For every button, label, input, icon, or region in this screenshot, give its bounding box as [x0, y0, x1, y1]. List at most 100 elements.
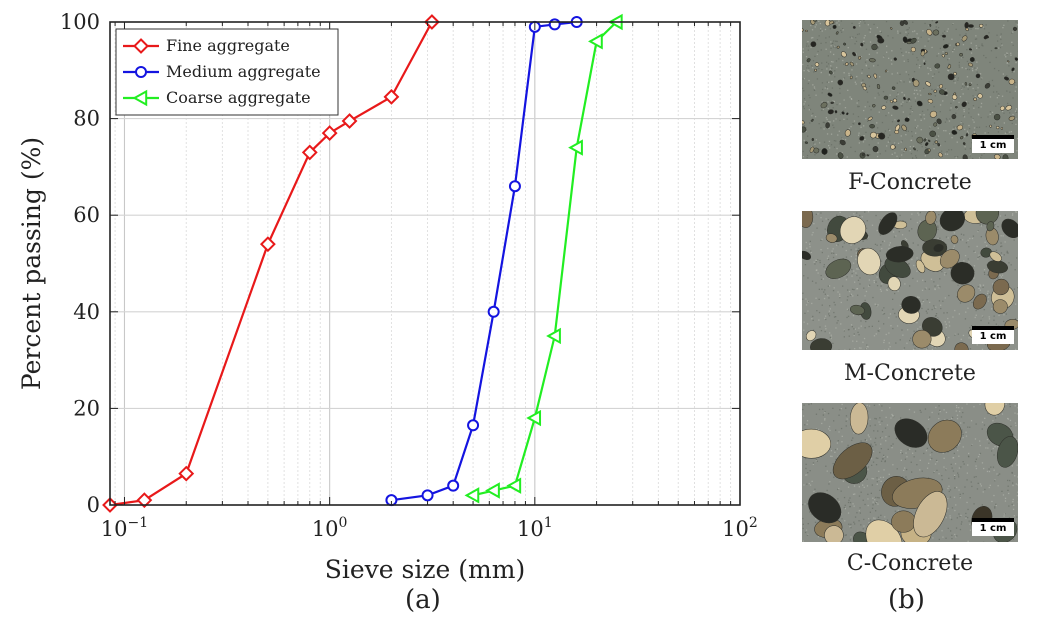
- aggregate-particle: [961, 35, 968, 42]
- aggregate-particle: [862, 86, 867, 91]
- aggregate-particle: [960, 136, 964, 140]
- aggregate-particle: [839, 139, 846, 146]
- aggregate-particle: [956, 42, 960, 47]
- aggregate-particle: [844, 62, 849, 66]
- aggregate-particle: [889, 27, 893, 30]
- aggregate-particle: [999, 105, 1005, 111]
- aggregate-particle: [813, 20, 817, 22]
- aggregate-particle: [1001, 218, 1018, 239]
- data-point: [467, 419, 480, 432]
- aggregate-particle: [932, 29, 940, 36]
- aggregate-particle: [843, 42, 847, 46]
- aggregate-particle: [891, 510, 916, 533]
- data-point: [341, 113, 358, 129]
- aggregate-particle: [802, 250, 812, 260]
- legend-entry: Medium aggregate: [166, 62, 321, 81]
- aggregate-particle: [968, 62, 974, 67]
- aggregate-particle: [804, 141, 808, 144]
- aggregate-particle: [938, 152, 943, 158]
- plot-series: [102, 13, 623, 513]
- aggregate-particle: [957, 284, 976, 303]
- series-line: [391, 20, 577, 502]
- caption-m-concrete: M-Concrete: [844, 361, 976, 386]
- data-point: [136, 492, 153, 509]
- aggregate-particle: [837, 152, 844, 159]
- x-tick-label: 100: [312, 515, 348, 541]
- aggregate-particle: [895, 124, 900, 131]
- aggregate-particle: [947, 73, 955, 81]
- aggregate-particle: [832, 442, 873, 480]
- aggregate-particle: [846, 112, 849, 116]
- aggregate-particle: [916, 136, 924, 144]
- aggregate-particle: [903, 96, 906, 101]
- aggregate-particle: [890, 144, 896, 150]
- aggregate-particle: [1011, 67, 1015, 72]
- aggregate-particle: [832, 24, 837, 29]
- aggregate-particle: [975, 73, 981, 79]
- aggregate-particle: [828, 20, 834, 25]
- aggregate-particle: [827, 109, 834, 115]
- panel-label-b: (b): [888, 585, 925, 615]
- aggregate-particle: [802, 428, 832, 459]
- aggregate-particle: [849, 403, 869, 435]
- c-concrete-texture: [802, 403, 1018, 542]
- data-point: [135, 66, 147, 78]
- aggregate-particle: [937, 143, 941, 147]
- aggregate-particle: [951, 130, 957, 135]
- aggregate-particle: [912, 329, 932, 349]
- data-point: [485, 482, 500, 499]
- aggregate-particle: [852, 25, 856, 29]
- series-coarse-aggregate: [464, 13, 623, 504]
- aggregate-particle: [857, 247, 881, 276]
- aggregate-particle: [941, 54, 945, 58]
- aggregate-particle: [993, 113, 1001, 121]
- aggregate-particle: [959, 53, 963, 57]
- aggregate-particle: [1008, 115, 1016, 121]
- x-tick-label: 10−1: [101, 515, 148, 541]
- aggregate-particle: [992, 278, 1010, 296]
- aggregate-particle: [1008, 78, 1015, 85]
- aggregate-particle: [925, 81, 931, 87]
- aggregate-particle: [950, 235, 959, 244]
- aggregate-particle: [973, 293, 987, 310]
- aggregate-particle: [805, 29, 808, 32]
- aggregate-particle: [893, 57, 897, 61]
- aggregate-particle: [840, 51, 847, 58]
- aggregate-particle: [871, 43, 878, 51]
- aggregate-particle: [841, 111, 845, 115]
- aggregate-particle: [968, 48, 973, 51]
- aggregate-particle: [825, 258, 852, 279]
- aggregate-particle: [933, 122, 938, 127]
- aggregate-particle: [936, 118, 942, 125]
- aggregate-particle: [892, 105, 899, 110]
- y-tick-label: 100: [60, 10, 100, 34]
- aggregate-particle: [983, 34, 989, 40]
- y-axis-title: Percent passing (%): [17, 137, 46, 390]
- aggregate-particle: [802, 126, 807, 133]
- aggregate-particle: [962, 142, 966, 146]
- aggregate-particle: [878, 132, 886, 140]
- aggregate-particle: [858, 122, 861, 126]
- aggregate-particle: [901, 296, 921, 314]
- x-axis-title: Sieve size (mm): [325, 555, 525, 584]
- aggregate-particle: [929, 110, 937, 118]
- aggregate-particle: [927, 99, 934, 104]
- aggregate-particle: [934, 140, 938, 144]
- data-point: [548, 18, 561, 31]
- aggregate-particle: [994, 47, 998, 50]
- aggregate-particle: [835, 31, 839, 35]
- aggregate-particle: [913, 491, 948, 538]
- aggregate-particle: [1005, 105, 1012, 111]
- aggregate-particle: [904, 117, 910, 122]
- aggregate-particle: [989, 251, 1002, 262]
- aggregate-particle: [1000, 127, 1003, 130]
- scale-bar: 1 cm: [972, 326, 1014, 344]
- aggregate-particle: [927, 148, 931, 152]
- aggregate-particle: [942, 34, 946, 38]
- aggregate-particle: [884, 69, 888, 73]
- series-line: [472, 21, 618, 497]
- caption-c-concrete: C-Concrete: [846, 551, 974, 576]
- aggregate-particle: [872, 104, 876, 108]
- aggregate-particle: [814, 68, 817, 72]
- aggregate-particle: [1007, 60, 1010, 63]
